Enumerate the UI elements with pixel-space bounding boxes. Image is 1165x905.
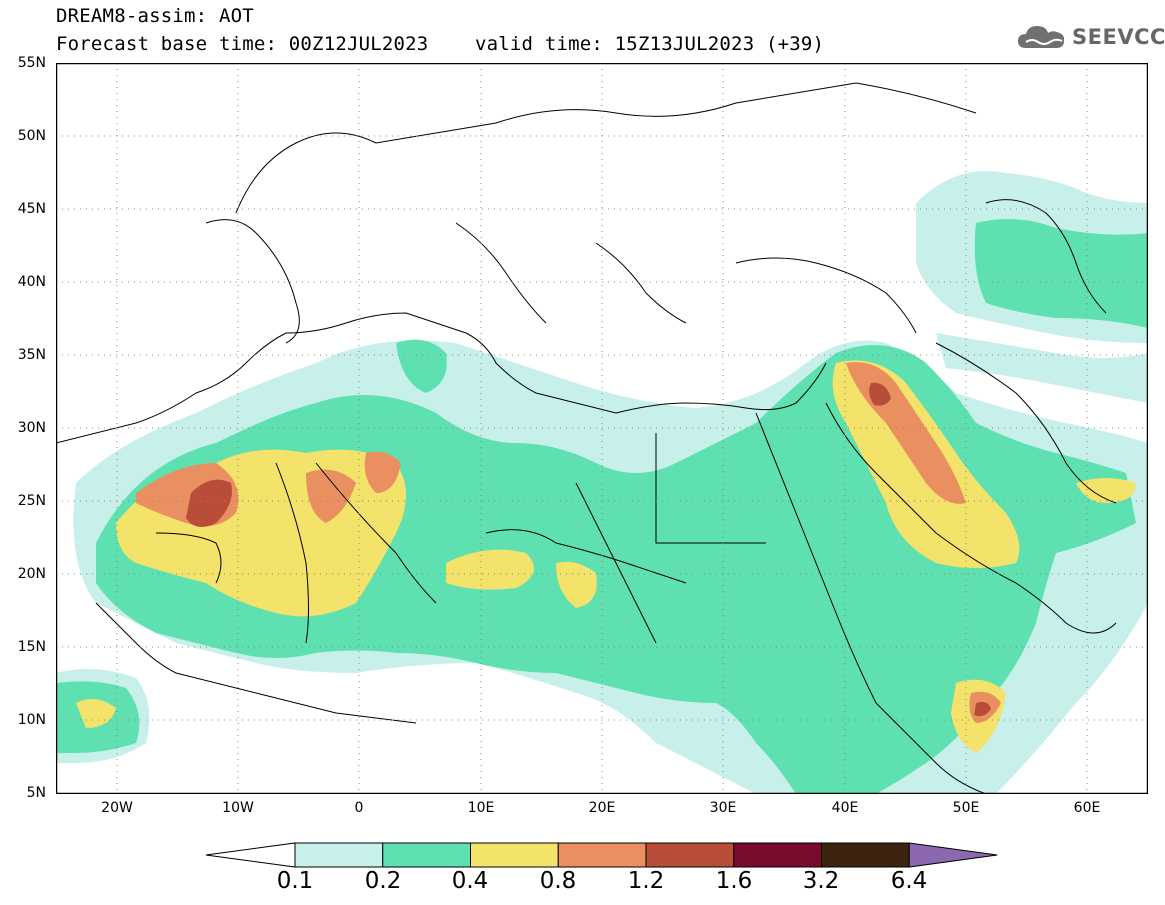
aot-level-1-2	[186, 382, 991, 717]
graticule	[56, 63, 1148, 794]
seevccc-logo: SEEVCCC	[1016, 22, 1165, 52]
lon-label: 50E	[952, 800, 980, 816]
colorbar-label: 1.6	[715, 868, 753, 894]
lat-label: 10N	[17, 712, 46, 728]
colorbar-segment	[294, 842, 384, 868]
colorbar-segment	[821, 842, 910, 868]
colorbar-label: 0.8	[539, 868, 577, 894]
lon-label: 10E	[467, 800, 495, 816]
map-title: DREAM8-assim: AOT	[56, 5, 254, 27]
colorbar-segment	[470, 842, 559, 868]
lat-label: 25N	[17, 493, 46, 509]
lat-label: 20N	[17, 566, 46, 582]
lat-label: 30N	[17, 420, 46, 436]
lat-label: 5N	[26, 785, 46, 801]
lat-label: 40N	[17, 274, 46, 290]
lat-label: 55N	[17, 55, 46, 71]
coastlines	[56, 82, 1117, 794]
colorbar-label: 3.2	[802, 868, 840, 894]
colorbar-label: 0.4	[451, 868, 489, 894]
colorbar-label: 1.2	[627, 868, 665, 894]
colorbar	[205, 842, 998, 868]
lat-label: 45N	[17, 201, 46, 217]
lon-label: 20E	[588, 800, 616, 816]
colorbar-label: 0.2	[364, 868, 402, 894]
lon-label: 20W	[101, 800, 133, 816]
aot-map	[56, 63, 1148, 794]
colorbar-label: 6.4	[890, 868, 928, 894]
colorbar-segment	[733, 842, 822, 868]
colorbar-min-arrow	[205, 842, 296, 868]
lat-label: 15N	[17, 639, 46, 655]
colorbar-label: 0.1	[276, 868, 314, 894]
colorbar-segment	[557, 842, 647, 868]
lon-label: 0	[354, 800, 364, 816]
lat-label: 50N	[17, 128, 46, 144]
lon-label: 30E	[709, 800, 737, 816]
forecast-time-info: Forecast base time: 00Z12JUL2023 valid t…	[56, 33, 825, 55]
cloud-icon	[1018, 26, 1065, 48]
colorbar-segment	[645, 842, 735, 868]
lon-label: 60E	[1073, 800, 1101, 816]
colorbar-max-arrow	[908, 842, 998, 868]
lat-label: 35N	[17, 347, 46, 363]
lon-label: 40E	[831, 800, 859, 816]
logo-text: SEEVCCC	[1072, 25, 1165, 49]
lon-label: 10W	[222, 800, 254, 816]
colorbar-segment	[382, 842, 471, 868]
